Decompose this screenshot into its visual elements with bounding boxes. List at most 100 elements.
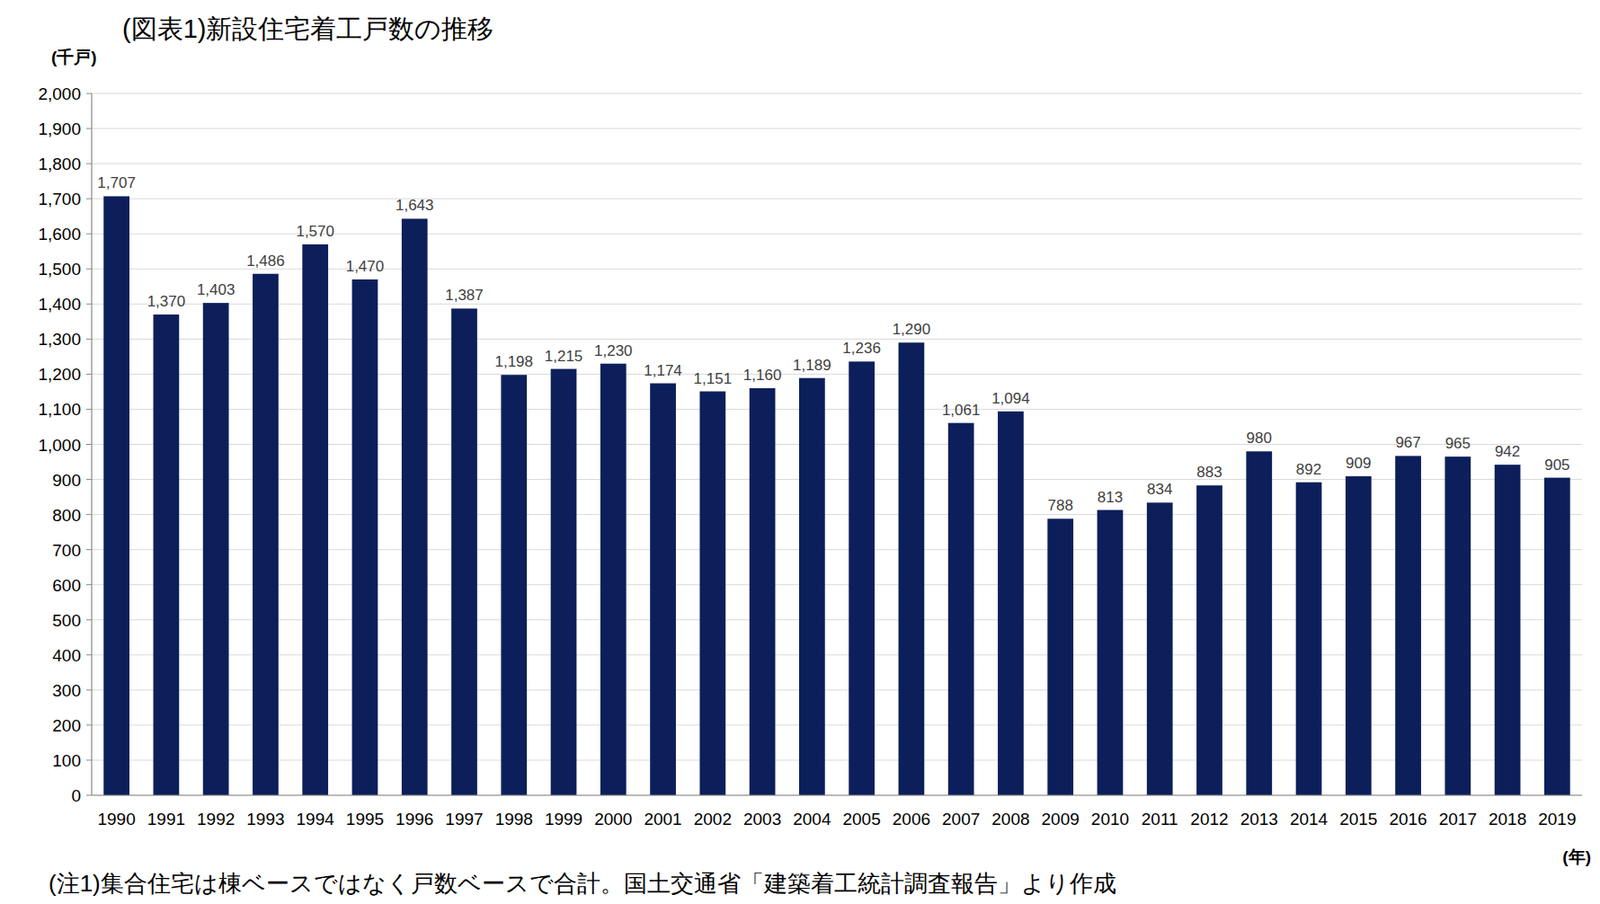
y-tick-label: 1,800 xyxy=(37,154,81,174)
y-tick xyxy=(86,233,92,235)
data-label: 883 xyxy=(1196,463,1222,481)
x-tick-label: 1993 xyxy=(246,809,285,829)
y-tick xyxy=(86,514,92,516)
x-tick-label: 2005 xyxy=(842,809,880,829)
data-label: 892 xyxy=(1296,461,1322,479)
data-label: 1,643 xyxy=(395,196,435,214)
x-tick-label: 1992 xyxy=(196,809,235,829)
data-label: 813 xyxy=(1097,488,1123,507)
x-tick-label: 2002 xyxy=(693,809,732,829)
data-label: 1,370 xyxy=(147,293,187,311)
data-label: 965 xyxy=(1445,435,1471,453)
data-label: 1,215 xyxy=(544,347,584,365)
y-tick-label: 100 xyxy=(52,751,81,771)
y-tick-label: 1,400 xyxy=(37,294,81,314)
data-label: 1,707 xyxy=(97,174,136,192)
bar xyxy=(302,244,329,796)
data-label: 1,094 xyxy=(991,390,1031,408)
x-tick-label: 1991 xyxy=(147,809,186,829)
y-tick xyxy=(86,408,92,410)
bar xyxy=(1146,502,1174,796)
y-tick xyxy=(86,303,92,305)
data-label: 1,403 xyxy=(196,281,236,299)
y-tick xyxy=(86,444,92,445)
data-label: 980 xyxy=(1246,429,1272,447)
x-tick-label: 2016 xyxy=(1388,809,1427,829)
y-tick-label: 900 xyxy=(52,471,81,490)
x-tick-label: 1994 xyxy=(296,809,336,829)
bar xyxy=(898,342,925,796)
y-tick-label: 1,600 xyxy=(37,224,81,244)
bar xyxy=(1444,456,1471,796)
bar xyxy=(649,383,676,796)
y-axis xyxy=(90,93,92,796)
y-tick-label: 700 xyxy=(52,541,81,560)
y-tick-label: 1,000 xyxy=(37,435,81,455)
x-tick-label: 2008 xyxy=(991,809,1030,829)
y-tick xyxy=(86,373,92,375)
y-tick-label: 600 xyxy=(52,576,81,596)
data-label: 1,174 xyxy=(643,362,683,380)
x-tick-label: 1998 xyxy=(495,809,534,829)
y-tick-label: 1,200 xyxy=(37,364,81,384)
x-tick-label: 2011 xyxy=(1141,809,1179,829)
y-tick xyxy=(86,795,92,797)
data-label: 1,470 xyxy=(346,257,385,276)
bar xyxy=(451,308,478,796)
data-label: 788 xyxy=(1048,497,1074,515)
x-tick-label: 1995 xyxy=(346,809,384,829)
y-tick-label: 1,900 xyxy=(37,119,81,139)
bar xyxy=(749,388,776,796)
grid-line xyxy=(91,163,1583,165)
y-tick xyxy=(86,724,92,726)
data-label: 942 xyxy=(1494,443,1520,461)
data-label: 1,061 xyxy=(942,401,981,419)
y-tick-label: 1,300 xyxy=(37,329,81,349)
y-axis-label: (千戸) xyxy=(51,47,98,67)
y-tick-label: 1,700 xyxy=(37,189,81,209)
bar xyxy=(997,411,1024,796)
x-tick-label: 2019 xyxy=(1537,809,1576,829)
y-tick xyxy=(86,584,92,586)
data-label: 1,290 xyxy=(892,320,932,338)
bar xyxy=(352,279,379,796)
note: (注1)集合住宅は棟ベースではなく戸数ベースで合計。国土交通省「建築着工統計調査… xyxy=(48,870,1117,898)
x-tick-label: 2013 xyxy=(1240,809,1279,829)
y-tick-label: 800 xyxy=(52,506,81,525)
y-tick-label: 1,500 xyxy=(37,259,81,279)
data-label: 967 xyxy=(1395,434,1421,452)
x-tick-label: 2010 xyxy=(1091,809,1129,829)
bar xyxy=(1047,518,1074,796)
y-tick-label: 0 xyxy=(71,786,81,806)
y-tick xyxy=(86,619,92,621)
bar xyxy=(1196,485,1223,796)
x-axis-label: (年) xyxy=(1562,847,1592,867)
y-tick-label: 300 xyxy=(52,681,81,701)
y-tick xyxy=(86,163,92,165)
data-label: 905 xyxy=(1544,456,1570,474)
bar xyxy=(948,423,975,796)
bar xyxy=(699,391,726,796)
y-tick xyxy=(86,268,92,270)
data-label: 1,387 xyxy=(444,286,484,304)
x-tick-label: 2018 xyxy=(1488,809,1527,829)
y-tick xyxy=(86,128,92,130)
grid-line xyxy=(91,128,1583,130)
y-tick xyxy=(86,549,92,551)
x-tick-label: 1999 xyxy=(544,809,583,829)
x-tick-label: 1996 xyxy=(395,809,434,829)
x-tick-label: 2006 xyxy=(892,809,931,829)
bar xyxy=(203,302,230,796)
bar xyxy=(1296,482,1323,796)
bar xyxy=(153,314,180,796)
bar xyxy=(1544,478,1571,796)
bar xyxy=(401,218,428,796)
data-label: 1,236 xyxy=(842,339,881,357)
x-tick-label: 2000 xyxy=(594,809,632,829)
grid-line xyxy=(91,93,1583,95)
x-tick-label: 1997 xyxy=(444,809,483,829)
y-tick-label: 2,000 xyxy=(37,84,81,104)
y-tick xyxy=(86,93,92,95)
y-tick xyxy=(86,338,92,340)
data-label: 1,160 xyxy=(743,366,783,384)
